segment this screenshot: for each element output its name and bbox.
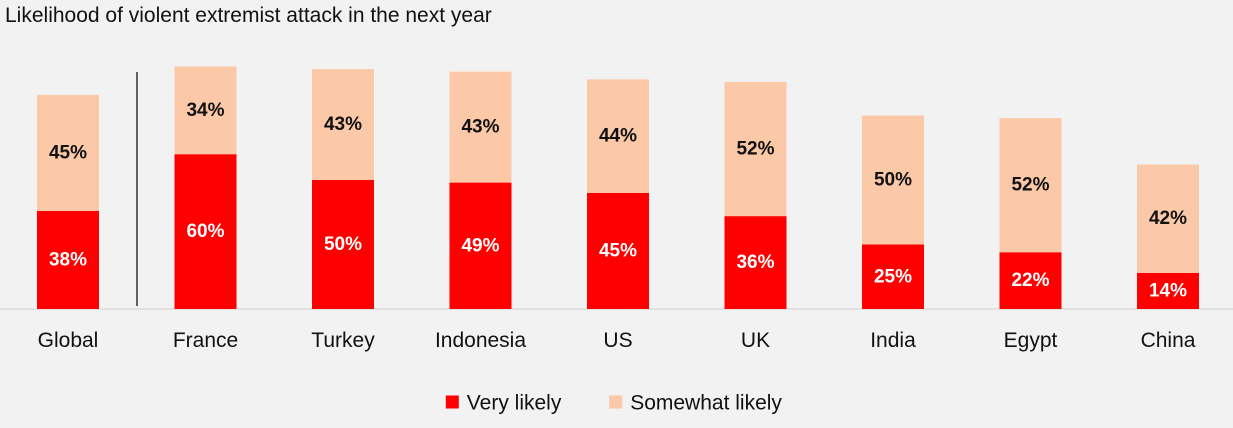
category-label-us: US: [603, 329, 632, 352]
chart-title: Likelihood of violent extremist attack i…: [5, 4, 492, 27]
bar-very-likely-global: [37, 210, 99, 309]
bar-somewhat-likely-egypt: [999, 118, 1062, 253]
data-label-very-likely-uk: 36%: [736, 252, 774, 273]
data-label-somewhat-likely-us: 44%: [599, 126, 637, 147]
data-label-somewhat-likely-indonesia: 43%: [461, 117, 499, 138]
data-label-very-likely-france: 60%: [186, 221, 224, 242]
bar-somewhat-likely-indonesia: [449, 71, 512, 183]
data-label-very-likely-turkey: 50%: [324, 234, 362, 255]
category-label-india: India: [870, 329, 916, 352]
bar-somewhat-likely-china: [1137, 164, 1199, 273]
bar-very-likely-indonesia: [449, 182, 512, 309]
data-label-somewhat-likely-uk: 52%: [736, 139, 774, 160]
data-label-somewhat-likely-china: 42%: [1149, 208, 1187, 229]
data-label-very-likely-us: 45%: [599, 240, 637, 261]
bars-group: 38% 45% 60% 34% 50% 43% 49% 43% 45% 44% 36% 52% 25% 5…: [37, 66, 1199, 309]
bar-very-likely-india: [862, 244, 924, 309]
bar-somewhat-likely-turkey: [312, 69, 374, 180]
legend: Very likely Somewhat likely: [445, 392, 782, 415]
data-label-very-likely-china: 14%: [1149, 280, 1187, 301]
legend-label-somewhat-likely: Somewhat likely: [630, 392, 782, 415]
data-label-somewhat-likely-france: 34%: [186, 100, 224, 121]
data-label-very-likely-india: 25%: [874, 266, 912, 287]
legend-label-very-likely: Very likely: [467, 392, 562, 415]
category-label-indonesia: Indonesia: [435, 329, 526, 352]
data-label-somewhat-likely-india: 50%: [874, 170, 912, 191]
bar-very-likely-china: [1137, 272, 1199, 309]
category-label-china: China: [1141, 329, 1196, 352]
category-label-egypt: Egypt: [1004, 329, 1058, 352]
bar-somewhat-likely-global: [37, 94, 99, 211]
data-label-very-likely-egypt: 22%: [1011, 270, 1049, 291]
data-label-very-likely-global: 38%: [49, 249, 87, 270]
bar-somewhat-likely-us: [587, 79, 649, 193]
category-label-turkey: Turkey: [311, 329, 375, 352]
bar-very-likely-uk: [724, 216, 787, 309]
bar-very-likely-egypt: [999, 252, 1062, 309]
category-label-france: France: [173, 329, 238, 352]
data-label-somewhat-likely-egypt: 52%: [1011, 175, 1049, 196]
bar-very-likely-turkey: [312, 180, 374, 309]
legend-swatch-somewhat-likely: [609, 395, 623, 409]
data-label-very-likely-indonesia: 49%: [461, 235, 499, 256]
legend-swatch-very-likely: [445, 395, 459, 409]
bar-very-likely-france: [174, 154, 237, 309]
bar-very-likely-us: [587, 192, 649, 309]
category-label-uk: UK: [741, 329, 770, 352]
bar-somewhat-likely-uk: [724, 81, 787, 217]
category-labels-group: Global France Turkey Indonesia US UK India Egyp…: [38, 329, 1196, 352]
category-label-global: Global: [38, 329, 99, 352]
data-label-somewhat-likely-turkey: 43%: [324, 114, 362, 135]
bar-somewhat-likely-india: [862, 115, 924, 245]
bar-somewhat-likely-france: [174, 66, 237, 155]
data-label-somewhat-likely-global: 45%: [49, 142, 87, 163]
